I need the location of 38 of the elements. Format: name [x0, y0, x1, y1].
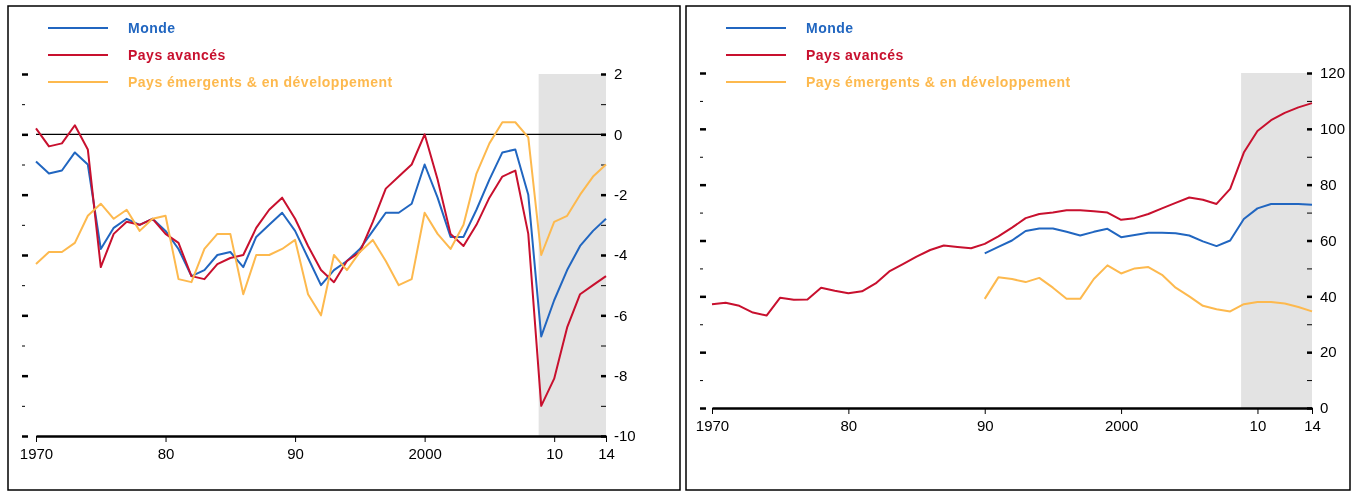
- y-tick-label: 60: [1320, 231, 1337, 249]
- y-tick-label: -2: [614, 185, 628, 203]
- y-tick-label: 100: [1320, 120, 1346, 138]
- y-tick-label: 2: [614, 65, 623, 83]
- line-series: [35, 124, 607, 407]
- line-series: [35, 148, 607, 338]
- y-tick-label: -4: [614, 246, 628, 264]
- line-series: [983, 264, 1313, 313]
- y-tick-label: 40: [1320, 287, 1337, 305]
- x-tick-label: 1970: [19, 444, 54, 462]
- y-tick-label: 20: [1320, 343, 1337, 361]
- legend-label: Pays avancés: [128, 47, 226, 63]
- x-tick-label: 10: [1249, 416, 1267, 434]
- y-tick-label: 0: [614, 125, 623, 143]
- x-tick-label: 80: [840, 416, 858, 434]
- line-series: [35, 121, 607, 317]
- x-tick-label: 14: [1304, 416, 1321, 434]
- legend-label: Pays émergents & en développement: [806, 74, 1071, 90]
- line-series: [711, 102, 1313, 317]
- x-tick-label: 10: [546, 444, 564, 462]
- legend-label: Monde: [128, 20, 176, 36]
- y-tick-label: 120: [1320, 64, 1346, 82]
- y-tick-label: 0: [1320, 399, 1329, 417]
- x-tick-label: 1970: [695, 416, 730, 434]
- x-tick-label: 2000: [1104, 416, 1139, 434]
- x-tick-label: 14: [598, 444, 615, 462]
- legend-label: Monde: [806, 20, 854, 36]
- legend-label: Pays émergents & en développement: [128, 74, 393, 90]
- y-tick-label: 80: [1320, 175, 1337, 193]
- x-tick-label: 2000: [408, 444, 442, 462]
- y-tick-label: -6: [614, 306, 628, 324]
- x-tick-label: 90: [287, 444, 304, 462]
- y-tick-label: -10: [614, 427, 636, 445]
- line-series: [983, 202, 1313, 255]
- y-tick-label: -8: [614, 366, 628, 384]
- legend-label: Pays avancés: [806, 47, 904, 63]
- x-tick-label: 90: [976, 416, 994, 434]
- x-tick-label: 80: [157, 444, 175, 462]
